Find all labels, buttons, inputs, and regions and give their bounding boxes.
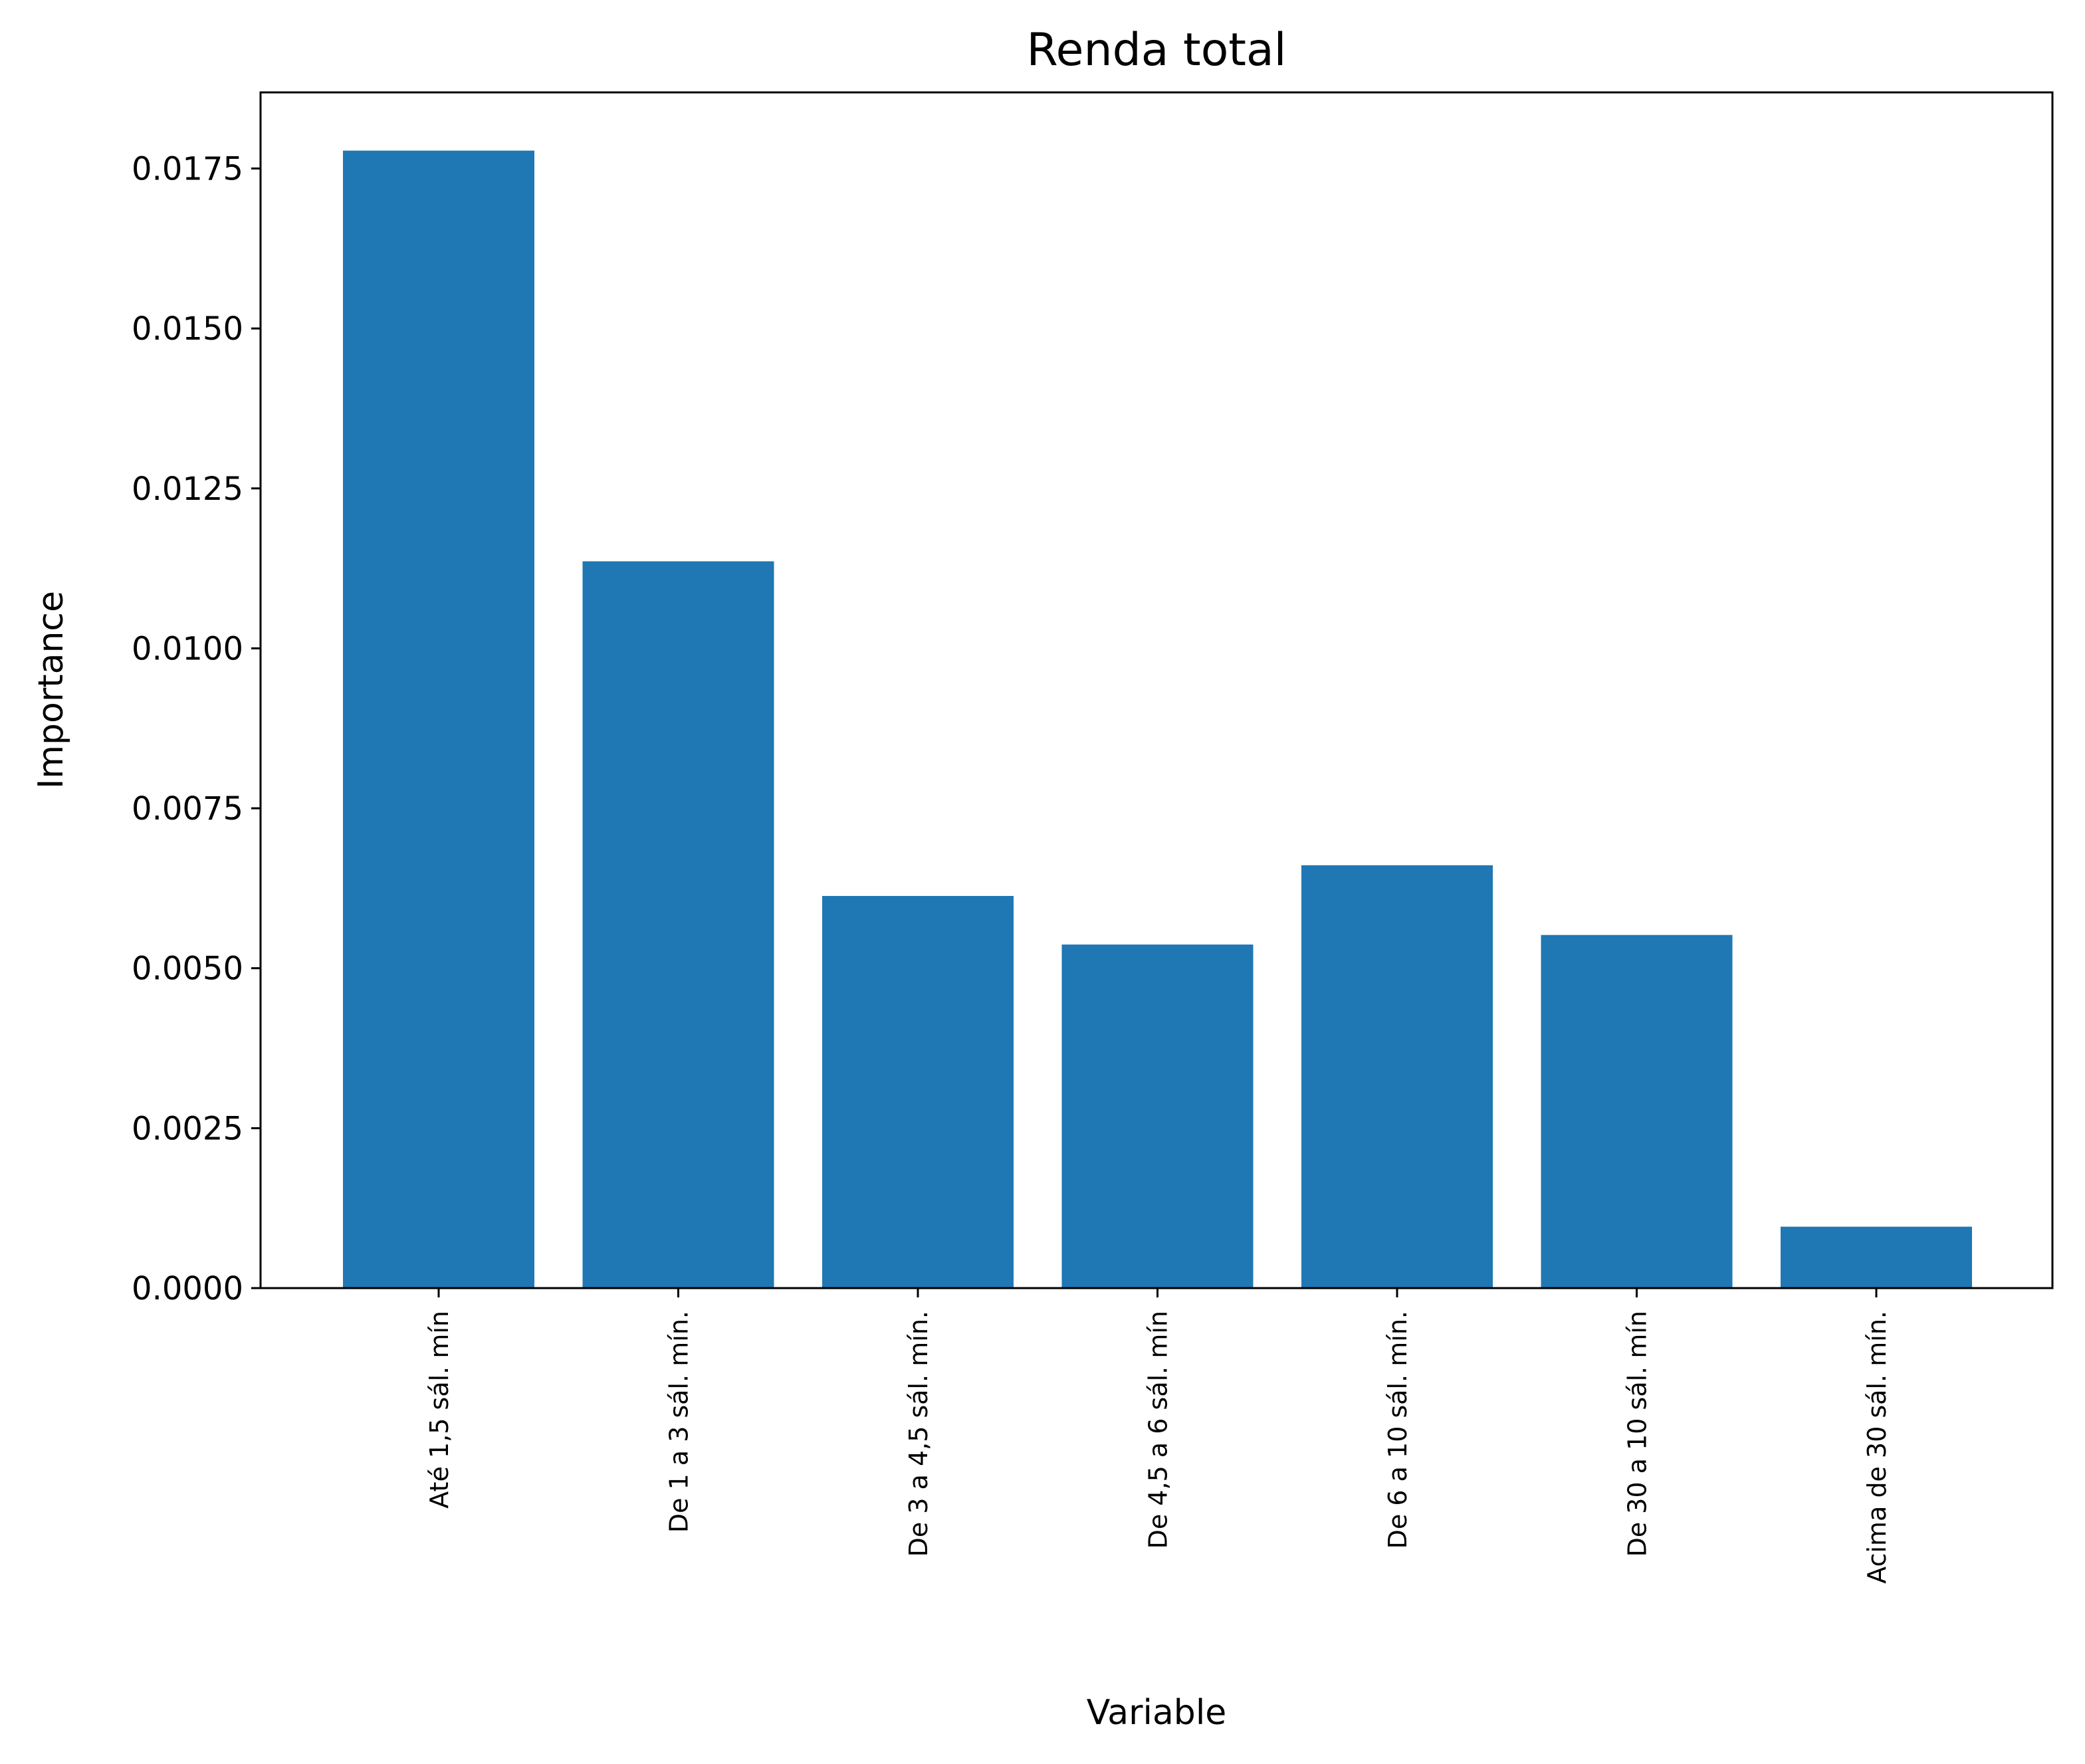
x-tick-label: De 6 a 10 sál. mín.	[1383, 1311, 1412, 1549]
y-tick-label: 0.0050	[132, 950, 243, 988]
y-tick-label: 0.0125	[132, 471, 243, 508]
x-tick-label: De 30 a 10 sál. mín	[1623, 1311, 1652, 1557]
bar-3	[822, 896, 1014, 1288]
bar-7	[1781, 1226, 1972, 1288]
y-axis-label: Importance	[31, 591, 71, 789]
bar-2	[582, 561, 774, 1288]
chart-title: Renda total	[1026, 24, 1286, 76]
x-tick-label: De 3 a 4,5 sál. mín.	[904, 1311, 933, 1557]
x-tick-label: Até 1,5 sál. mín	[425, 1311, 454, 1509]
x-tick-label: De 1 a 3 sál. mín.	[665, 1311, 694, 1533]
bars-group	[343, 150, 1972, 1289]
y-tick-label: 0.0000	[132, 1270, 243, 1307]
y-tick-label: 0.0175	[132, 151, 243, 188]
y-tick-label: 0.0025	[132, 1110, 243, 1147]
y-axis: 0.0000 0.0025 0.0050 0.0075 0.0100 0.0125 0.01…	[132, 151, 261, 1307]
y-tick-label: 0.0150	[132, 310, 243, 348]
x-tick-label: De 4,5 a 6 sál. mín	[1144, 1311, 1173, 1549]
x-axis: Até 1,5 sál. mín De 1 a 3 sál. mín. De 3 a…	[425, 1288, 1892, 1584]
y-tick-label: 0.0075	[132, 790, 243, 827]
plot-frame	[259, 91, 2054, 1289]
bar-4	[1061, 944, 1254, 1288]
x-axis-label: Variable	[1087, 1693, 1227, 1733]
bar-5	[1301, 865, 1493, 1288]
bar-1	[343, 150, 534, 1289]
x-tick-label: Acima de 30 sál. mín.	[1862, 1311, 1892, 1584]
y-tick-label: 0.0100	[132, 631, 243, 668]
bar-6	[1541, 935, 1733, 1288]
